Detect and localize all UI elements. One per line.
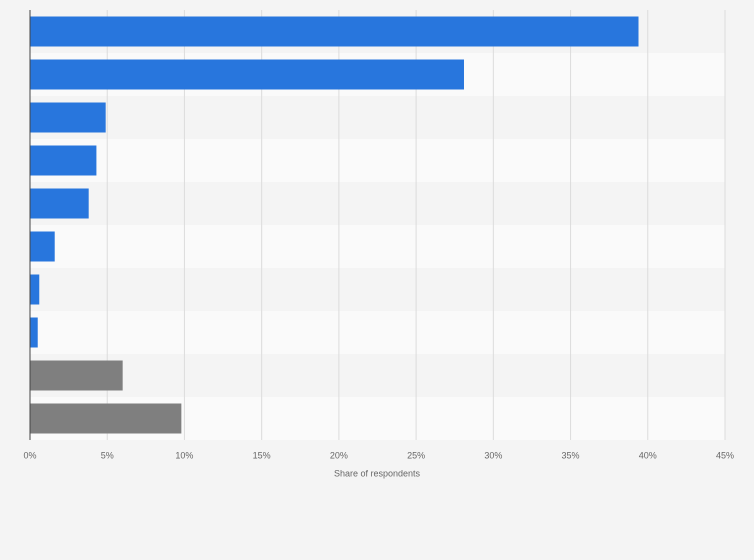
bar [30,102,106,133]
bar [30,16,639,47]
x-tick-label: 10% [175,450,193,460]
x-tick-label: 20% [330,450,348,460]
row-band [30,139,725,182]
row-band [30,96,725,139]
row-band [30,311,725,354]
x-tick-label: 25% [407,450,425,460]
row-band [30,354,725,397]
bar [30,317,38,348]
row-band [30,268,725,311]
x-tick-label: 35% [562,450,580,460]
bar [30,274,40,305]
bar [30,231,55,262]
x-tick-label: 15% [253,450,271,460]
x-tick-label: 40% [639,450,657,460]
row-bands [30,10,725,440]
bar [30,145,97,176]
x-tick-label: 45% [716,450,734,460]
x-tick-label: 30% [484,450,502,460]
row-band [30,225,725,268]
row-band [30,182,725,225]
bar [30,403,182,434]
bar [30,59,464,90]
x-tick-label: 0% [23,450,36,460]
bar [30,188,89,219]
bar [30,360,123,391]
x-axis-title: Share of respondents [334,468,421,478]
x-tick-label: 5% [101,450,114,460]
